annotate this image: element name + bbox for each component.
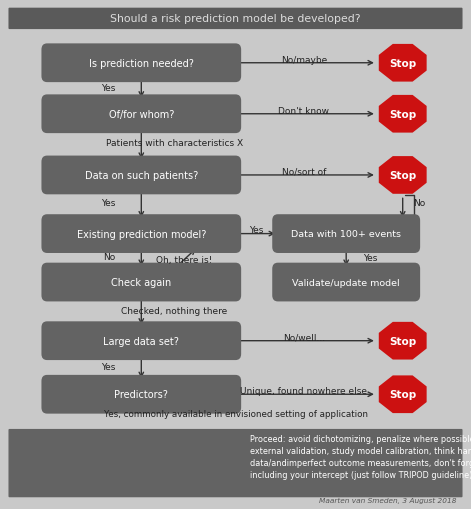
Text: Unique, found nowhere else: Unique, found nowhere else bbox=[240, 386, 367, 395]
Text: Yes: Yes bbox=[101, 83, 115, 93]
Text: Stop: Stop bbox=[389, 171, 416, 181]
Text: No: No bbox=[103, 252, 115, 262]
Text: Yes: Yes bbox=[250, 225, 264, 235]
FancyBboxPatch shape bbox=[272, 263, 420, 302]
Polygon shape bbox=[379, 322, 427, 360]
Text: Don't know: Don't know bbox=[278, 106, 329, 116]
Text: Large data set?: Large data set? bbox=[103, 336, 179, 346]
Text: Yes: Yes bbox=[101, 199, 115, 208]
Text: Existing prediction model?: Existing prediction model? bbox=[77, 229, 206, 239]
FancyBboxPatch shape bbox=[41, 156, 241, 195]
Polygon shape bbox=[379, 96, 427, 133]
Text: No/maybe: No/maybe bbox=[281, 55, 327, 65]
FancyBboxPatch shape bbox=[272, 215, 420, 253]
Text: Yes: Yes bbox=[101, 362, 115, 371]
Polygon shape bbox=[379, 157, 427, 194]
Text: Check again: Check again bbox=[111, 277, 171, 288]
Text: Data on such patients?: Data on such patients? bbox=[85, 171, 198, 181]
FancyBboxPatch shape bbox=[41, 215, 241, 253]
Text: Data with 100+ events: Data with 100+ events bbox=[291, 230, 401, 239]
Text: Is prediction needed?: Is prediction needed? bbox=[89, 59, 194, 69]
FancyBboxPatch shape bbox=[41, 263, 241, 302]
Text: Stop: Stop bbox=[389, 336, 416, 346]
Text: Yes: Yes bbox=[363, 253, 377, 263]
Text: Patients with characteristics X: Patients with characteristics X bbox=[106, 139, 243, 148]
Text: No/sort of: No/sort of bbox=[282, 167, 326, 177]
Text: Checked, nothing there: Checked, nothing there bbox=[121, 306, 227, 315]
Text: Maarten van Smeden, 3 August 2018: Maarten van Smeden, 3 August 2018 bbox=[319, 497, 457, 503]
FancyBboxPatch shape bbox=[41, 322, 241, 360]
FancyBboxPatch shape bbox=[41, 375, 241, 414]
Text: Oh, there is!: Oh, there is! bbox=[155, 255, 212, 264]
Text: Predictors?: Predictors? bbox=[114, 389, 168, 400]
Text: Stop: Stop bbox=[389, 109, 416, 120]
Polygon shape bbox=[379, 376, 427, 413]
FancyBboxPatch shape bbox=[41, 95, 241, 134]
Text: Stop: Stop bbox=[389, 389, 416, 400]
Text: Yes, commonly available in envisioned setting of application: Yes, commonly available in envisioned se… bbox=[104, 409, 367, 418]
Text: No: No bbox=[414, 199, 426, 208]
Text: No/well...: No/well... bbox=[283, 333, 325, 342]
FancyBboxPatch shape bbox=[8, 429, 463, 497]
Text: Of/for whom?: Of/for whom? bbox=[109, 109, 174, 120]
Text: Validate/update model: Validate/update model bbox=[292, 278, 400, 287]
Text: Should a risk prediction model be developed?: Should a risk prediction model be develo… bbox=[110, 14, 361, 24]
Polygon shape bbox=[379, 45, 427, 82]
Text: Stop: Stop bbox=[389, 59, 416, 69]
FancyBboxPatch shape bbox=[41, 44, 241, 83]
Text: Proceed: avoid dichotomizing, penalize where possible, do rigorous internal/
ext: Proceed: avoid dichotomizing, penalize w… bbox=[250, 434, 471, 479]
FancyBboxPatch shape bbox=[8, 9, 463, 30]
